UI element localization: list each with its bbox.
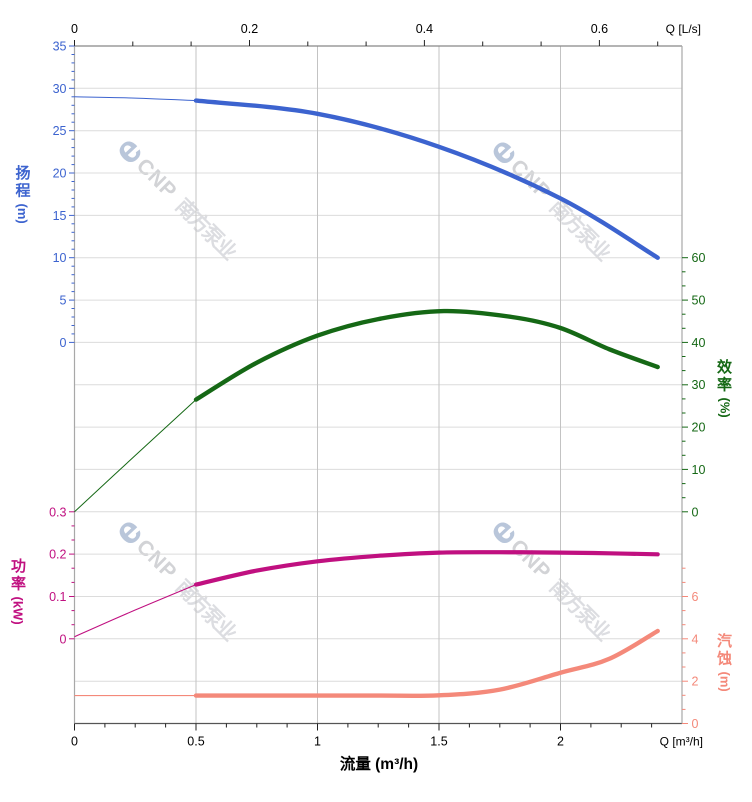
svg-text:15: 15 [53,209,67,223]
svg-text:0.3: 0.3 [49,505,66,519]
svg-text:扬: 扬 [15,164,30,182]
svg-text:20: 20 [692,421,706,435]
svg-text:流量 (m³/h): 流量 (m³/h) [340,754,418,773]
svg-text:35: 35 [53,40,67,54]
svg-text:50: 50 [692,294,706,308]
svg-text:60: 60 [692,251,706,265]
svg-text:10: 10 [692,463,706,477]
svg-text:0: 0 [692,505,699,519]
svg-text:(m): (m) [718,672,733,692]
svg-text:20: 20 [53,167,67,181]
svg-text:6: 6 [692,590,699,604]
svg-text:25: 25 [53,124,67,138]
svg-text:2: 2 [692,675,699,689]
svg-text:1: 1 [314,734,321,748]
svg-text:率: 率 [11,575,26,593]
svg-text:Q [m³/h]: Q [m³/h] [660,734,703,748]
svg-text:率: 率 [717,376,732,394]
svg-text:Q [L/s]: Q [L/s] [666,22,701,36]
svg-text:0.6: 0.6 [591,22,608,36]
svg-text:30: 30 [53,82,67,96]
svg-text:功: 功 [11,558,26,575]
svg-text:0: 0 [60,336,67,350]
svg-text:0: 0 [71,734,78,748]
svg-text:5: 5 [60,294,67,308]
svg-text:0.5: 0.5 [187,734,204,748]
svg-text:30: 30 [692,378,706,392]
svg-text:效: 效 [717,358,733,376]
svg-text:(kW): (kW) [11,597,26,625]
svg-text:0: 0 [692,717,699,731]
svg-text:汽: 汽 [717,632,732,650]
svg-text:蚀: 蚀 [716,650,732,668]
svg-text:10: 10 [53,251,67,265]
svg-text:0.2: 0.2 [49,548,66,562]
svg-text:4: 4 [692,632,699,646]
svg-text:0.4: 0.4 [416,22,433,36]
svg-text:0: 0 [60,632,67,646]
svg-text:(%): (%) [718,398,733,418]
svg-text:2: 2 [557,734,564,748]
svg-text:(m): (m) [15,204,30,224]
svg-text:0: 0 [71,22,78,36]
svg-text:0.2: 0.2 [241,22,258,36]
svg-text:0.1: 0.1 [49,590,66,604]
svg-text:程: 程 [15,183,30,200]
svg-text:1.5: 1.5 [430,734,447,748]
svg-text:40: 40 [692,336,706,350]
